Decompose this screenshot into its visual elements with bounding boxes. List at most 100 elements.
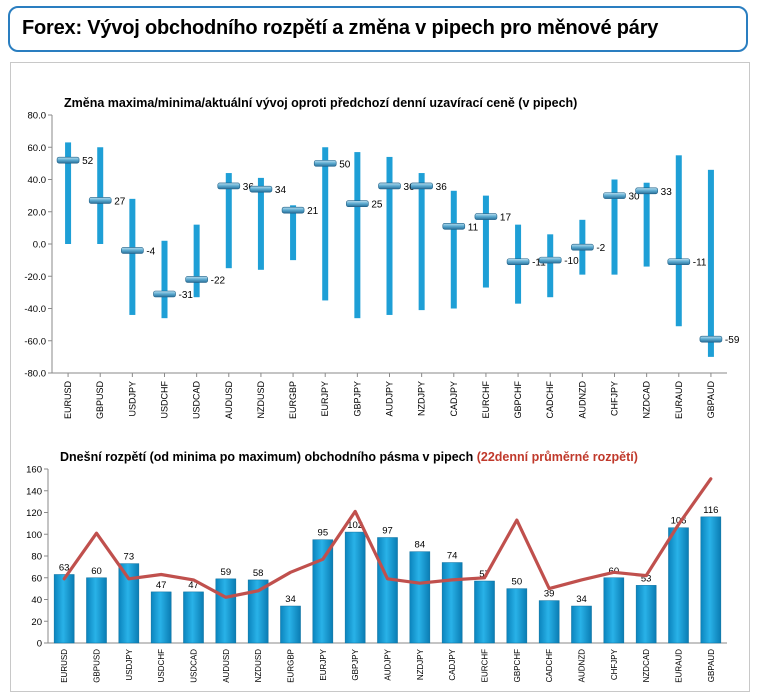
- chart2-category-label: USDCAD: [190, 649, 199, 683]
- current-value-label: 11: [468, 222, 479, 233]
- current-marker: [56, 156, 80, 164]
- current-value-label: -10: [564, 256, 579, 267]
- range-bar: [257, 177, 264, 270]
- current-marker: [185, 276, 208, 283]
- range-bar: [643, 182, 650, 267]
- current-marker: [88, 197, 112, 204]
- current-marker: [699, 335, 723, 343]
- chart2-category-label: EURGBP: [287, 649, 296, 683]
- current-value-label: 36: [243, 182, 255, 193]
- spread-value-label: 116: [703, 505, 718, 516]
- chart1-category-label: AUDNZD: [577, 381, 587, 419]
- spread-value-label: 50: [512, 577, 523, 588]
- chart2-category-label: AUDNZD: [578, 649, 587, 683]
- current-value-label: 17: [500, 213, 512, 224]
- chart1-category-label: EURJPY: [320, 381, 330, 417]
- current-marker: [378, 182, 401, 190]
- spread-bar: [441, 562, 463, 644]
- chart1-y-tick-label: -80.0: [24, 369, 46, 380]
- range-bar: [129, 198, 136, 315]
- spread-value-label: 53: [641, 573, 652, 584]
- spread-bar: [409, 551, 431, 644]
- chart1-category-label: GBPCHF: [513, 381, 523, 419]
- chart1-y-tick-label: -40.0: [24, 304, 46, 315]
- chart2-y-tick-label: 100: [26, 530, 42, 541]
- chart1-y-tick-label: 60.0: [28, 143, 47, 154]
- spread-value-label: 58: [253, 568, 264, 579]
- current-marker: [474, 213, 498, 220]
- range-bar: [354, 152, 361, 319]
- current-marker: [281, 206, 305, 214]
- chart1-title: Změna maxima/minima/aktuální vývoj oprot…: [64, 96, 578, 110]
- current-value-label: -22: [211, 275, 226, 286]
- chart1-y-tick-label: 20.0: [28, 207, 47, 218]
- current-marker: [571, 243, 594, 251]
- chart2-category-label: GBPJPY: [351, 648, 360, 680]
- chart2-category-label: CHFJPY: [610, 648, 619, 680]
- spread-value-label: 95: [318, 528, 329, 539]
- current-marker: [346, 200, 369, 207]
- spread-value-label: 34: [576, 594, 587, 605]
- current-marker: [442, 222, 466, 230]
- chart2-y-tick-label: 80: [31, 552, 42, 563]
- current-value-label: 50: [339, 159, 351, 170]
- range-bar: [290, 205, 297, 261]
- spread-bar: [280, 605, 301, 644]
- current-value-label: 52: [82, 156, 94, 167]
- spread-value-label: 63: [59, 562, 70, 573]
- current-value-label: -31: [179, 290, 194, 301]
- spread-bar: [506, 588, 528, 644]
- range-bar: [547, 234, 554, 298]
- chart1-category-label: CHFJPY: [610, 381, 620, 416]
- range-bar: [386, 156, 393, 315]
- chart2-category-label: NZDUSD: [254, 649, 263, 683]
- chart2-y-tick-label: 140: [26, 486, 42, 497]
- current-value-label: 34: [275, 185, 287, 196]
- chart2-title-accent: (22denní průměrné rozpětí): [476, 450, 638, 464]
- spread-value-label: 34: [285, 594, 296, 605]
- current-marker: [249, 185, 273, 193]
- current-marker: [603, 192, 626, 199]
- spread-bar: [53, 574, 75, 644]
- current-value-label: 36: [404, 182, 416, 193]
- chart1-category-label: USDJPY: [127, 381, 137, 417]
- spread-bar: [700, 516, 722, 644]
- spread-bar: [603, 577, 625, 644]
- current-value-label: 25: [371, 200, 383, 211]
- current-marker: [667, 258, 691, 266]
- chart2-category-label: EURUSD: [60, 649, 69, 683]
- chart1-category-label: AUDJPY: [385, 381, 395, 417]
- current-value-label: 33: [661, 187, 673, 198]
- spread-value-label: 39: [544, 589, 555, 600]
- chart1-category-label: EURCHF: [481, 380, 491, 418]
- chart2-category-label: GBPCHF: [513, 649, 522, 682]
- spread-bar: [312, 539, 334, 644]
- chart1-y-tick-label: -60.0: [24, 336, 46, 347]
- chart2-category-label: USDCHF: [157, 649, 166, 682]
- spread-bar: [377, 537, 398, 644]
- spread-bar: [538, 600, 560, 644]
- range-bar: [65, 142, 72, 244]
- spread-bar: [668, 527, 689, 644]
- chart1-category-label: AUDUSD: [224, 381, 234, 420]
- current-marker: [506, 258, 530, 266]
- spread-value-label: 47: [156, 580, 167, 591]
- chart2-category-label: AUDUSD: [222, 649, 231, 683]
- spread-value-label: 106: [671, 516, 687, 527]
- current-marker: [121, 247, 144, 254]
- spread-bar: [344, 531, 366, 644]
- chart1-category-label: EURGBP: [288, 381, 298, 419]
- range-bar: [482, 195, 489, 288]
- chart2-y-tick-label: 60: [31, 573, 42, 584]
- current-value-label: -4: [146, 246, 155, 257]
- chart1-category-label: CADCHF: [545, 380, 555, 418]
- current-marker: [217, 182, 241, 190]
- spread-value-label: 84: [415, 540, 426, 551]
- range-bar: [707, 169, 714, 357]
- current-marker: [153, 290, 176, 298]
- range-bar: [611, 179, 618, 275]
- chart2-y-tick-label: 20: [31, 617, 42, 628]
- chart1-category-label: GBPUSD: [95, 381, 105, 420]
- chart1-category-label: USDCHF: [160, 380, 170, 418]
